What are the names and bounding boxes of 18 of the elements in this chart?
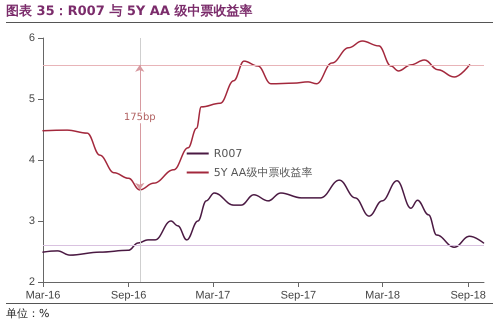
x-tick-label: Sep-17 bbox=[280, 290, 316, 302]
text: 单位：% bbox=[6, 303, 493, 321]
annotation: 175bp bbox=[124, 112, 156, 123]
legend-label: 5Y AA级中票收益率 bbox=[214, 166, 312, 179]
x-tick-label: Mar-18 bbox=[365, 290, 400, 302]
y-tick-label: 4 bbox=[28, 154, 35, 166]
x-tick-label: Mar-17 bbox=[195, 290, 230, 302]
x-tick-label: Mar-16 bbox=[26, 290, 60, 302]
x-tick-label: Sep-16 bbox=[110, 290, 146, 302]
y-tick-label: 2 bbox=[28, 276, 35, 288]
y-tick-label: 3 bbox=[28, 215, 35, 227]
legend-label: R007 bbox=[214, 147, 242, 160]
y-tick-label: 5 bbox=[28, 93, 35, 105]
y-tick-label: 6 bbox=[28, 32, 35, 44]
x-tick-label: Sep-18 bbox=[450, 290, 486, 302]
line-series bbox=[42, 179, 484, 256]
line-series bbox=[42, 40, 470, 191]
chart-title: 图表 35：R007 与 5Y AA 级中票收益率 bbox=[6, 2, 493, 23]
